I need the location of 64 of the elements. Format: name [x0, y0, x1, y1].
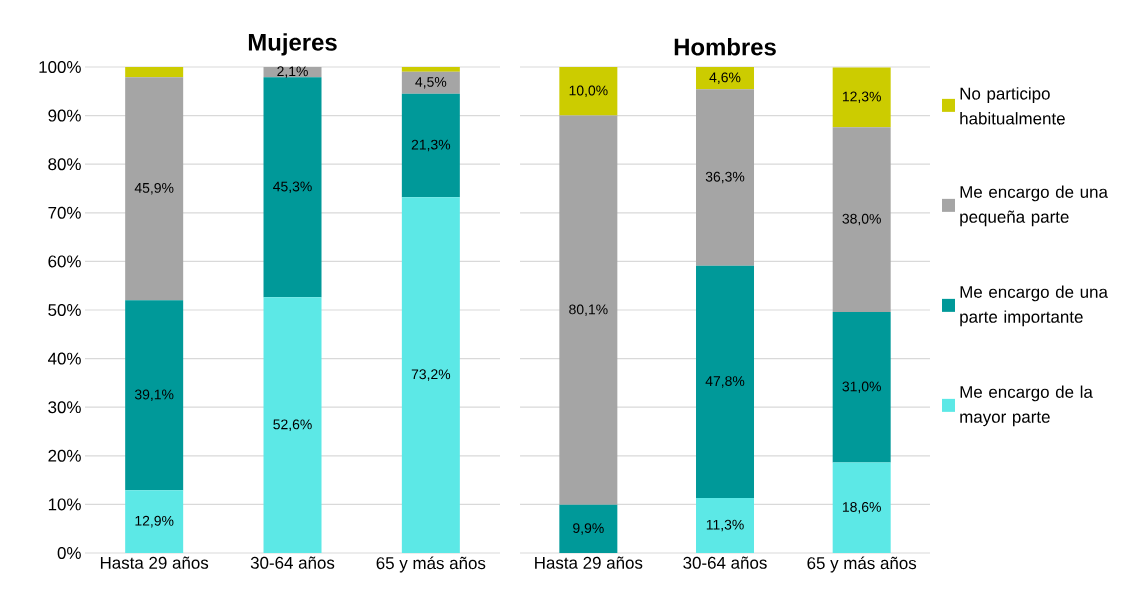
y-tick-label: 80%: [48, 158, 81, 171]
bar: [263, 297, 322, 553]
chart-title: Hombres: [674, 37, 776, 56]
data-label: 80,1%: [569, 304, 608, 316]
bar: [832, 311, 891, 463]
bar: [696, 89, 755, 266]
data-label: 2,1%: [277, 66, 308, 78]
data-label: 21,3%: [411, 139, 451, 152]
y-tick-label: 20%: [48, 449, 81, 462]
y-tick-label: 50%: [48, 303, 81, 316]
bar: [125, 490, 184, 553]
data-label: 39,1%: [134, 389, 174, 402]
data-label: 12,3%: [842, 91, 881, 104]
bar: [401, 66, 460, 72]
x-tick-label: 65 y más años: [807, 556, 917, 573]
data-label: 12,9%: [135, 515, 174, 528]
x-tick-label: 30-64 años: [250, 556, 335, 569]
bar: [401, 197, 460, 553]
bar: [125, 300, 184, 491]
chart-title: Mujeres: [248, 33, 337, 56]
data-label: 9,9%: [573, 523, 604, 535]
y-tick-label: 60%: [48, 255, 81, 268]
data-label: 45,9%: [134, 182, 174, 195]
bar: [696, 66, 755, 90]
bar: [696, 498, 755, 553]
bar: [263, 77, 322, 298]
bar: [559, 66, 618, 116]
y-tick-label: 0%: [57, 546, 81, 559]
data-label: 45,3%: [273, 181, 312, 194]
data-label: 73,2%: [411, 369, 451, 381]
y-tick-label: 30%: [48, 401, 81, 414]
data-label: 4,6%: [709, 72, 741, 84]
bar: [401, 93, 460, 198]
data-label: 38,0%: [842, 213, 881, 226]
x-tick-label: Hasta 29 años: [100, 556, 209, 569]
data-label: 47,8%: [705, 376, 745, 388]
bar: [125, 77, 184, 301]
legend-label: Me encargo de una parte importante: [960, 285, 1108, 327]
bar: [832, 67, 891, 128]
data-label: 10,0%: [569, 85, 608, 98]
x-tick-label: 30-64 años: [683, 556, 767, 569]
bar: [559, 504, 618, 553]
legend-label: No participo habitualmente: [960, 87, 1065, 125]
y-tick-label: 70%: [48, 206, 81, 219]
x-tick-label: 65 y más años: [376, 556, 486, 573]
bar: [832, 127, 891, 312]
bar: [401, 71, 460, 94]
legend-label: Me encargo de una pequeña parte: [960, 185, 1108, 227]
bar: [832, 462, 891, 553]
y-tick-label: 100%: [39, 60, 81, 73]
data-label: 52,6%: [273, 419, 312, 431]
data-label: 31,0%: [842, 381, 881, 394]
bar: [125, 66, 184, 78]
y-tick-label: 90%: [48, 109, 81, 122]
y-tick-label: 40%: [47, 352, 81, 365]
data-label: 4,5%: [415, 77, 447, 89]
data-label: 11,3%: [706, 519, 744, 532]
legend-label: Me encargo de la mayor parte: [960, 385, 1093, 427]
y-tick-label: 10%: [48, 498, 81, 511]
bar: [559, 115, 618, 505]
data-label: 36,3%: [705, 171, 745, 184]
data-label: 18,6%: [842, 502, 881, 514]
bar: [696, 265, 755, 499]
x-tick-label: Hasta 29 años: [535, 556, 643, 569]
